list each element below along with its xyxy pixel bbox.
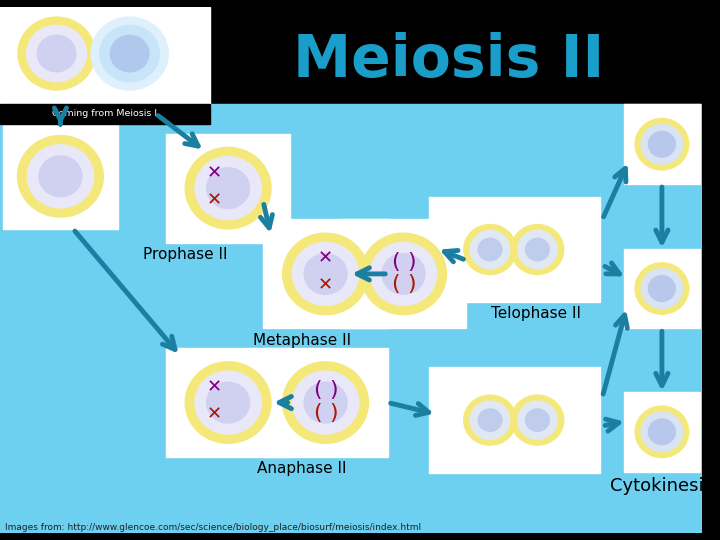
Bar [341, 219, 466, 328]
Text: ): ) [329, 403, 338, 423]
Bar [624, 392, 700, 472]
Ellipse shape [37, 35, 76, 72]
Ellipse shape [478, 409, 502, 431]
Ellipse shape [518, 231, 557, 268]
Ellipse shape [91, 17, 168, 90]
Text: (: ( [392, 274, 400, 294]
Ellipse shape [292, 371, 359, 434]
Ellipse shape [635, 263, 689, 314]
Ellipse shape [185, 147, 271, 229]
Ellipse shape [649, 275, 675, 301]
Ellipse shape [462, 394, 518, 447]
Ellipse shape [17, 136, 104, 217]
Ellipse shape [283, 362, 369, 443]
Ellipse shape [649, 131, 675, 157]
Ellipse shape [510, 394, 565, 447]
Bar [429, 197, 600, 302]
Ellipse shape [283, 233, 369, 315]
Ellipse shape [39, 156, 82, 197]
Text: Prophase II: Prophase II [143, 247, 228, 262]
Ellipse shape [635, 406, 689, 457]
Text: Telophase II: Telophase II [491, 306, 581, 321]
Bar [0, 104, 702, 533]
Ellipse shape [207, 168, 250, 208]
Ellipse shape [642, 412, 683, 451]
Bar [166, 133, 290, 242]
Ellipse shape [27, 145, 94, 208]
Ellipse shape [511, 225, 564, 274]
Text: Images from: http://www.glencoe.com/sec/science/biology_place/biosurf/meiosis/in: Images from: http://www.glencoe.com/sec/… [5, 523, 421, 532]
Bar [264, 348, 388, 457]
Text: Meiosis II: Meiosis II [293, 32, 604, 89]
Bar [624, 104, 700, 184]
Bar [166, 348, 290, 457]
Text: ✕: ✕ [207, 192, 222, 210]
Text: ): ) [407, 274, 415, 294]
Bar [429, 368, 600, 472]
Text: ): ) [329, 380, 338, 400]
Ellipse shape [304, 253, 347, 294]
Ellipse shape [470, 401, 510, 439]
Bar [0, 7, 702, 104]
Ellipse shape [470, 231, 510, 268]
Ellipse shape [510, 223, 565, 276]
Ellipse shape [292, 242, 359, 306]
Text: (: ( [392, 252, 400, 272]
Bar [624, 248, 700, 328]
Bar [264, 219, 388, 328]
Ellipse shape [382, 253, 425, 294]
Ellipse shape [464, 395, 516, 445]
Ellipse shape [195, 157, 261, 220]
Ellipse shape [18, 17, 95, 90]
Ellipse shape [462, 223, 518, 276]
Text: Metaphase II: Metaphase II [253, 333, 351, 348]
Ellipse shape [518, 401, 557, 439]
Text: Coming from Meiosis I: Coming from Meiosis I [52, 110, 157, 118]
Ellipse shape [526, 238, 549, 261]
Ellipse shape [464, 225, 516, 274]
Text: (: ( [313, 380, 322, 400]
Ellipse shape [511, 395, 564, 445]
Text: Anaphase II: Anaphase II [258, 461, 347, 476]
Bar [3, 124, 118, 229]
Text: ✕: ✕ [207, 165, 222, 183]
Bar [0, 7, 210, 104]
Ellipse shape [642, 124, 683, 164]
Text: ✕: ✕ [207, 406, 222, 423]
Ellipse shape [649, 419, 675, 444]
Text: ✕: ✕ [207, 378, 222, 396]
Text: ✕: ✕ [318, 249, 333, 267]
Ellipse shape [635, 118, 689, 170]
Text: ): ) [407, 252, 415, 272]
Ellipse shape [110, 35, 149, 72]
Text: Cytokinesis: Cytokinesis [611, 477, 714, 495]
Ellipse shape [370, 242, 437, 306]
Ellipse shape [642, 268, 683, 308]
Text: ✕: ✕ [318, 276, 333, 295]
Ellipse shape [526, 409, 549, 431]
Text: (: ( [313, 403, 322, 423]
Ellipse shape [478, 238, 502, 261]
Ellipse shape [100, 25, 160, 82]
Ellipse shape [361, 233, 446, 315]
Bar [0, 104, 210, 124]
Ellipse shape [207, 382, 250, 423]
Ellipse shape [185, 362, 271, 443]
Ellipse shape [304, 382, 347, 423]
Ellipse shape [195, 371, 261, 434]
Ellipse shape [27, 25, 86, 82]
